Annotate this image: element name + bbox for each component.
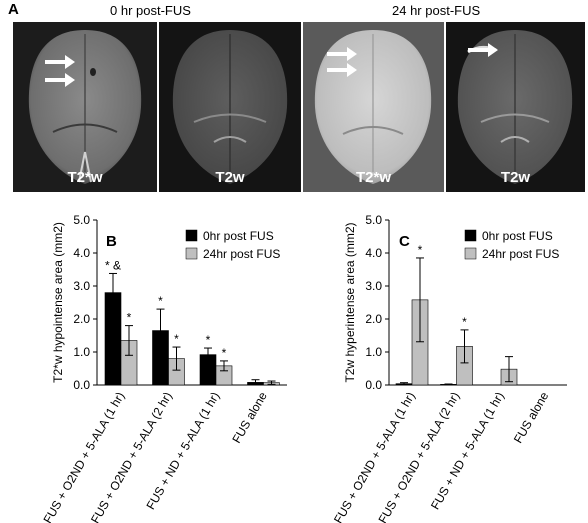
category-label: FUS + O2ND + 5-ALA (1 hr) bbox=[331, 390, 418, 523]
y-axis-label: T2*w hypointense area (mm2) bbox=[51, 222, 65, 383]
significance-mark: * bbox=[462, 315, 467, 329]
panel-letter: C bbox=[399, 233, 410, 250]
significance-mark: * bbox=[206, 333, 211, 347]
significance-mark: * & bbox=[105, 258, 121, 272]
significance-mark: * bbox=[158, 294, 163, 308]
panel-a-letter: A bbox=[8, 1, 19, 18]
y-tick-label: 2.0 bbox=[365, 312, 382, 326]
legend-swatch bbox=[185, 247, 198, 260]
y-tick-label: 4.0 bbox=[73, 246, 90, 260]
y-axis-label: T2w hyperintense area (mm2) bbox=[343, 222, 357, 382]
mri-t2w-24hr: T2w bbox=[446, 22, 585, 192]
y-tick-label: 3.0 bbox=[365, 279, 382, 293]
legend-label: 0hr post FUS bbox=[482, 229, 553, 243]
legend-label: 0hr post FUS bbox=[203, 229, 274, 243]
mri-label: T2*w bbox=[67, 169, 103, 186]
legend-label: 24hr post FUS bbox=[482, 247, 559, 261]
significance-mark: * bbox=[222, 346, 227, 360]
significance-mark: * bbox=[418, 243, 423, 257]
mri-label: T2w bbox=[215, 169, 245, 186]
y-tick-label: 2.0 bbox=[73, 312, 90, 326]
mri-t2star-24hr: T2*w bbox=[303, 22, 444, 192]
legend-swatch bbox=[464, 247, 477, 260]
category-label: FUS alone bbox=[511, 389, 552, 445]
y-tick-label: 0.0 bbox=[73, 378, 90, 392]
header-0hr: 0 hr post-FUS bbox=[110, 3, 191, 18]
legend-label: 24hr post FUS bbox=[203, 247, 280, 261]
significance-mark: * bbox=[127, 311, 132, 325]
y-tick-label: 1.0 bbox=[73, 345, 90, 359]
arrow-icon bbox=[45, 55, 75, 87]
header-24hr: 24 hr post-FUS bbox=[392, 3, 481, 18]
y-tick-label: 1.0 bbox=[365, 345, 382, 359]
y-tick-label: 5.0 bbox=[365, 213, 382, 227]
arrow-icon bbox=[468, 43, 498, 57]
y-tick-label: 3.0 bbox=[73, 279, 90, 293]
mri-label: T2w bbox=[500, 169, 531, 186]
legend-swatch bbox=[464, 229, 477, 242]
panel-letter: B bbox=[106, 233, 117, 250]
mri-label: T2*w bbox=[355, 169, 391, 186]
y-tick-label: 5.0 bbox=[73, 213, 90, 227]
arrow-icon bbox=[327, 47, 357, 77]
category-label: FUS + O2ND + 5-ALA (2 hr) bbox=[376, 390, 463, 523]
significance-mark: * bbox=[174, 332, 179, 346]
legend-swatch bbox=[185, 229, 198, 242]
y-tick-label: 0.0 bbox=[365, 378, 382, 392]
y-tick-label: 4.0 bbox=[365, 246, 382, 260]
mri-t2w-0hr: T2w bbox=[159, 22, 301, 192]
mri-t2star-0hr: T2*w bbox=[13, 22, 157, 192]
